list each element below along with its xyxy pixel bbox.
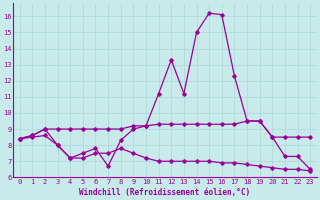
X-axis label: Windchill (Refroidissement éolien,°C): Windchill (Refroidissement éolien,°C) [79,188,251,197]
